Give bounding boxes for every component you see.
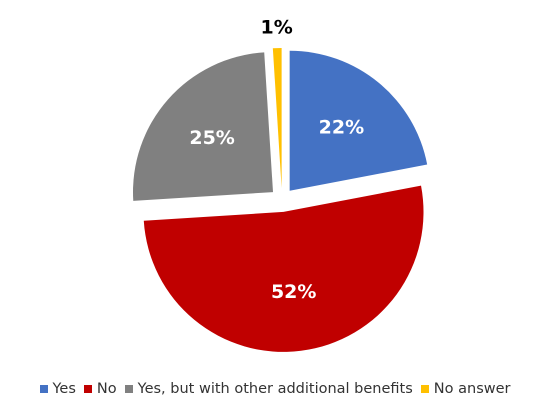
legend-label: No bbox=[96, 381, 117, 397]
legend-swatch bbox=[420, 385, 429, 393]
legend-swatch bbox=[83, 385, 92, 393]
legend-swatch bbox=[124, 385, 133, 393]
pie-slices bbox=[132, 48, 428, 352]
chart-legend: Yes No Yes, but with other additional bene… bbox=[0, 376, 550, 402]
legend-item-yes-but-with-other-additional-benefits: Yes, but with other additional benefits bbox=[124, 381, 413, 397]
pie-slice-yes bbox=[289, 50, 428, 191]
pie-slice-yes-but-with-other-additional-benefits bbox=[132, 52, 273, 201]
legend-label: Yes bbox=[52, 381, 76, 397]
legend-label: No answer bbox=[433, 381, 511, 397]
pie-slice-no bbox=[143, 185, 424, 352]
data-label-yes: 22% bbox=[319, 117, 364, 139]
legend-item-yes: Yes bbox=[39, 381, 76, 397]
legend-label: Yes, but with other additional benefits bbox=[137, 381, 413, 397]
data-label-no-answer: 1% bbox=[261, 17, 293, 39]
pie-labels: 22% 52% 25% 1% bbox=[189, 17, 364, 303]
data-label-no: 52% bbox=[271, 281, 316, 303]
legend-swatch bbox=[39, 385, 48, 393]
pie-slice-no-answer bbox=[272, 48, 282, 189]
legend-item-no: No bbox=[83, 381, 117, 397]
legend-item-no-answer: No answer bbox=[420, 381, 511, 397]
data-label-yes-but-with-other-additional-benefits: 25% bbox=[189, 127, 234, 149]
